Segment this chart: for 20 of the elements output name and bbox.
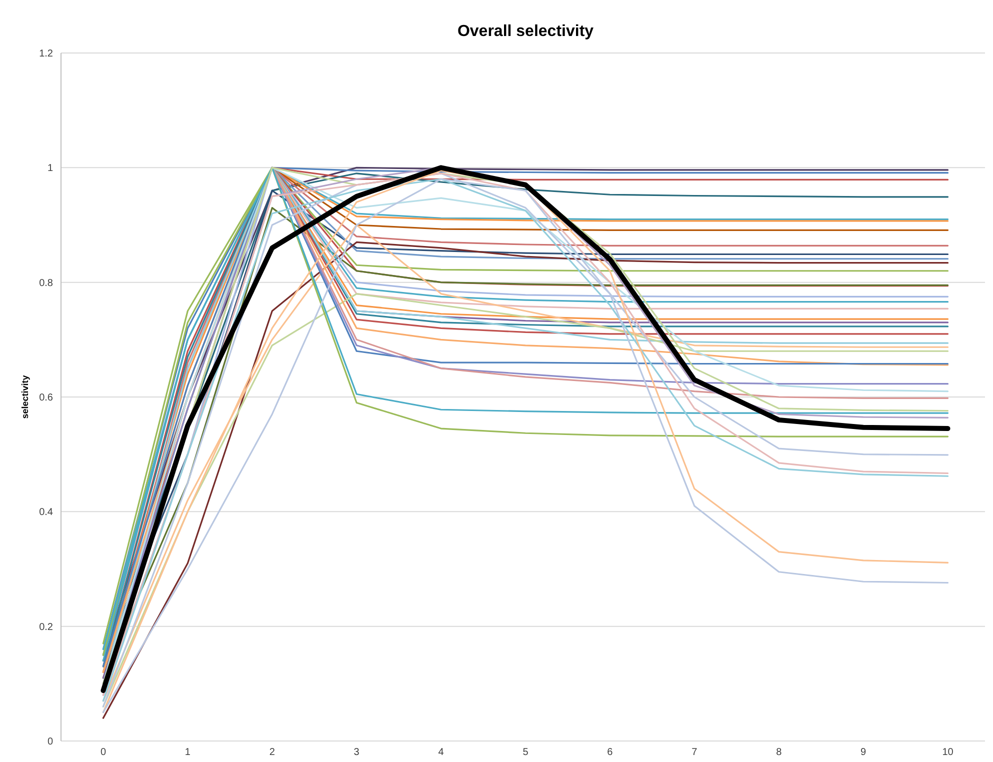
x-tick-label: 4 — [438, 747, 444, 758]
x-tick-label: 9 — [860, 747, 867, 758]
x-tick-label: 10 — [942, 747, 954, 758]
chart-title: Overall selectivity — [457, 23, 594, 40]
y-tick-label: 1 — [47, 163, 54, 174]
x-tick-label: 0 — [100, 747, 106, 758]
y-tick-label: 0.2 — [39, 622, 54, 633]
x-tick-label: 1 — [184, 747, 191, 758]
x-tick-label: 7 — [692, 747, 698, 758]
x-tick-label: 2 — [269, 747, 276, 758]
y-tick-label: 0.4 — [39, 507, 54, 518]
y-tick-label: 1.2 — [39, 48, 54, 60]
x-tick-label: 5 — [522, 747, 529, 758]
y-tick-label: 0 — [47, 736, 54, 748]
x-tick-label: 8 — [776, 747, 782, 758]
y-tick-label: 0.8 — [39, 278, 54, 289]
y-tick-label: 0.6 — [39, 392, 54, 404]
x-tick-label: 6 — [607, 747, 614, 758]
x-tick-label: 3 — [354, 747, 360, 758]
y-axis-title: selectivity — [20, 375, 30, 419]
